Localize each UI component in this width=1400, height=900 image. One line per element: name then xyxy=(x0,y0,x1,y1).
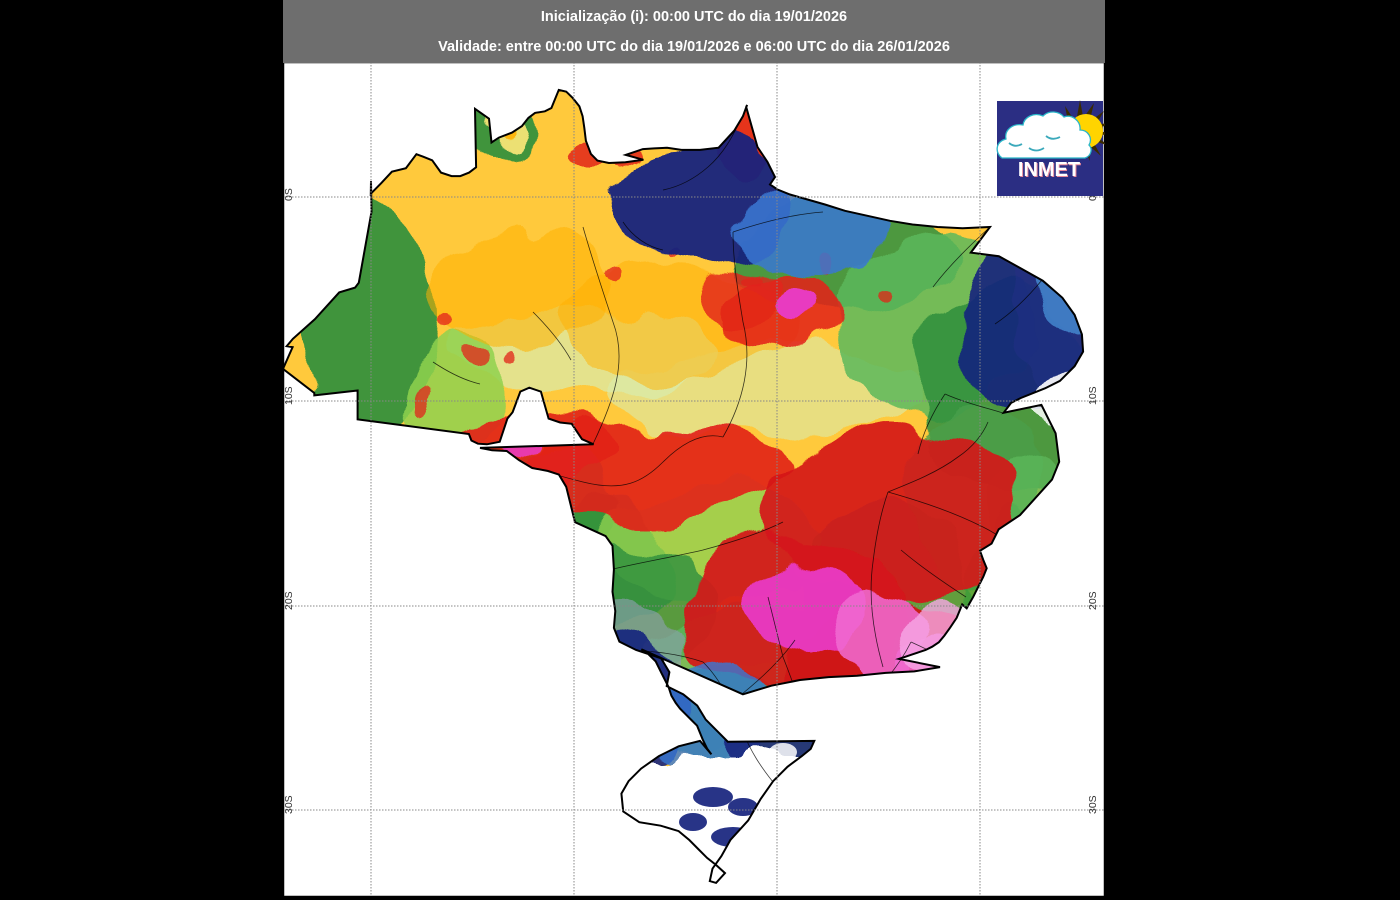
svg-text:10S: 10S xyxy=(1087,386,1099,405)
svg-text:30S: 30S xyxy=(1087,795,1099,814)
svg-text:0S: 0S xyxy=(283,188,295,201)
svg-text:10S: 10S xyxy=(283,386,295,405)
svg-text:INMET: INMET xyxy=(1018,159,1080,181)
svg-text:20S: 20S xyxy=(1087,591,1099,610)
svg-text:20S: 20S xyxy=(283,591,295,610)
svg-text:30S: 30S xyxy=(283,795,295,814)
